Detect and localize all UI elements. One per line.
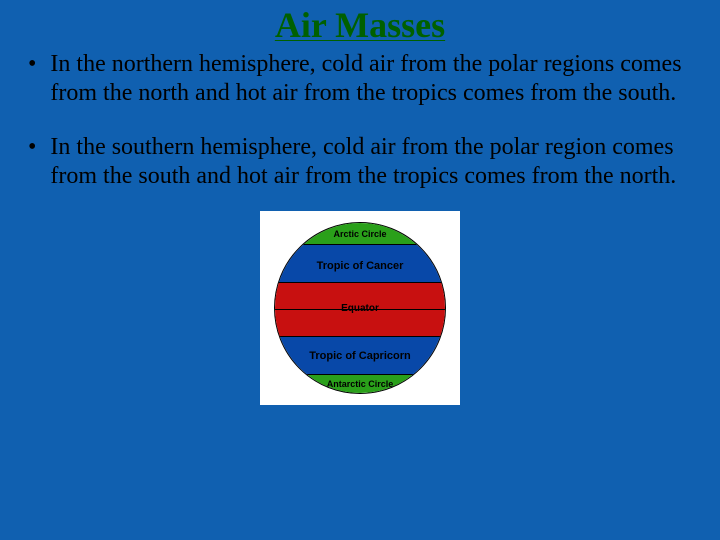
bullet-marker: • [28, 133, 36, 192]
diagram-container: Arctic Circle Tropic of Cancer Equator Trop… [24, 211, 696, 405]
bullet-item: • In the southern hemisphere, cold air f… [24, 133, 696, 192]
globe-label: Tropic of Cancer [275, 260, 445, 272]
bullet-text: In the northern hemisphere, cold air fro… [50, 50, 696, 109]
earth-zones-diagram: Arctic Circle Tropic of Cancer Equator Trop… [260, 211, 460, 405]
globe-band [275, 310, 445, 337]
slide-content: • In the northern hemisphere, cold air f… [0, 46, 720, 405]
bullet-text: In the southern hemisphere, cold air fro… [50, 133, 696, 192]
globe: Arctic Circle Tropic of Cancer Equator Trop… [274, 222, 446, 394]
globe-label: Equator [275, 303, 445, 314]
globe-label: Antarctic Circle [275, 379, 445, 389]
globe-label: Tropic of Capricorn [275, 350, 445, 362]
globe-label: Arctic Circle [275, 229, 445, 239]
slide-title: Air Masses [0, 0, 720, 46]
bullet-item: • In the northern hemisphere, cold air f… [24, 50, 696, 109]
bullet-marker: • [28, 50, 36, 109]
